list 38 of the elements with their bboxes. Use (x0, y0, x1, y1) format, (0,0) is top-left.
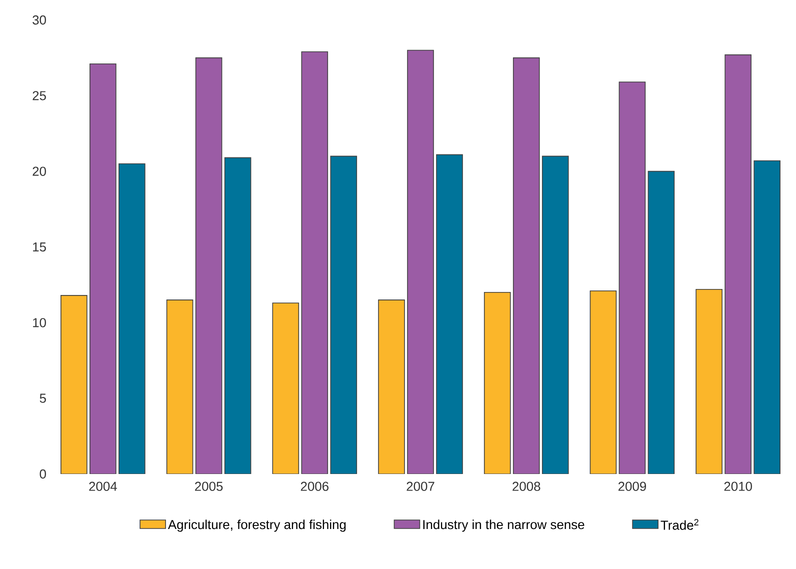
y-tick-label: 0 (40, 469, 46, 479)
x-tick-label: 2005 (195, 482, 223, 491)
y-tick-label: 15 (33, 242, 46, 252)
bar (166, 300, 194, 474)
x-tick-label: 2006 (300, 482, 328, 491)
bar (436, 154, 463, 474)
bar (407, 50, 434, 474)
bar (330, 156, 358, 474)
bar (272, 302, 300, 474)
bar (512, 57, 540, 474)
bar (696, 288, 722, 474)
y-tick-label: 30 (32, 15, 46, 25)
legend-label: Agriculture, forestry and fishing (168, 520, 346, 532)
bar (90, 63, 116, 474)
y-tick-label: 10 (33, 318, 46, 328)
bar (618, 82, 646, 474)
y-tick-label: 5 (40, 394, 46, 403)
bar (378, 300, 405, 474)
x-tick-label: 2008 (512, 482, 540, 491)
x-tick-label: 2007 (406, 482, 434, 491)
bar (301, 51, 328, 474)
bar (195, 57, 222, 474)
bar (754, 160, 780, 474)
legend-label: Industry in the narrow sense (423, 520, 584, 532)
x-tick-label: 2009 (618, 482, 646, 491)
y-tick-label: 20 (32, 166, 46, 176)
bar (542, 156, 569, 474)
bar (60, 295, 88, 474)
bar (118, 163, 146, 474)
x-tick-label: 2010 (724, 482, 752, 491)
x-tick-label: 2004 (89, 482, 117, 491)
bar (724, 54, 752, 474)
bar (484, 292, 511, 474)
legend-label: Trade$^{2}$ (660, 519, 698, 530)
bar (590, 290, 617, 474)
bar (648, 170, 675, 474)
bar (224, 157, 252, 474)
y-tick-label: 25 (32, 91, 46, 100)
